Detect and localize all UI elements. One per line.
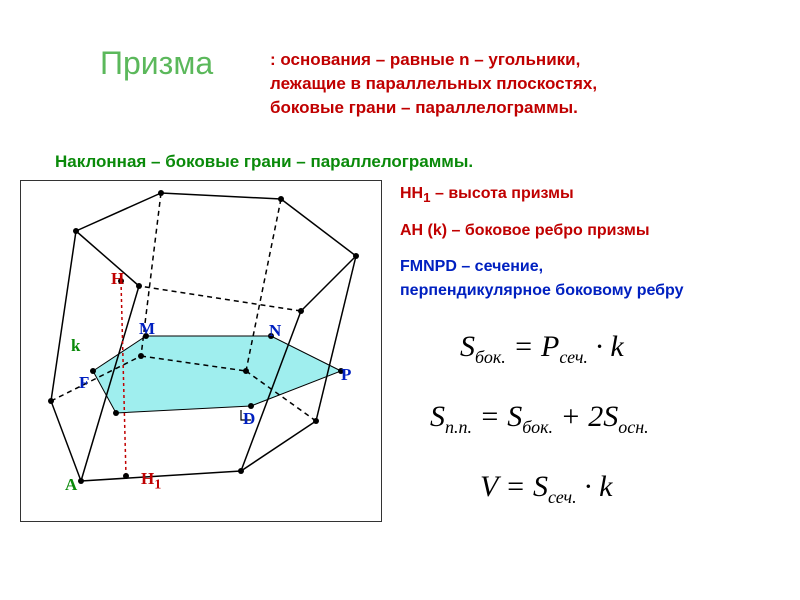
formula: V = Sсеч. · k [480, 470, 612, 508]
formula: Sп.п. = Sбок. + 2Sосн. [430, 400, 649, 438]
property-text: HH1 – высота призмы [400, 185, 574, 205]
formula: Sбок. = Pсеч. · k [460, 330, 624, 368]
property-text: AH (k) – боковое ребро призмы [400, 222, 650, 240]
definition-line: боковые грани – параллелограммы. [270, 96, 597, 120]
property-text: FMNPD – сечение, [400, 258, 543, 276]
definition-line: : основания – равные n – угольники, [270, 48, 597, 72]
subtitle-text: Наклонная – боковые грани – параллелогра… [55, 152, 473, 172]
definition-line: лежащие в параллельных плоскостях, [270, 72, 597, 96]
vertex-label: N [269, 321, 281, 341]
vertex-label: k [71, 336, 80, 356]
vertex-label: D [243, 409, 255, 429]
definition-text: : основания – равные n – угольники,лежащ… [270, 48, 597, 119]
vertex-label: P [341, 365, 351, 385]
vertex-label: H [111, 269, 124, 289]
vertex-label: M [139, 319, 155, 339]
vertex-label: A [65, 475, 77, 495]
property-text: перпендикулярное боковому ребру [400, 282, 684, 300]
diagram-frame: H H1 AkF M N P D [20, 180, 382, 522]
vertex-label: H1 [141, 469, 161, 493]
vertex-label: F [79, 373, 89, 393]
page-title: Призма [100, 45, 213, 82]
